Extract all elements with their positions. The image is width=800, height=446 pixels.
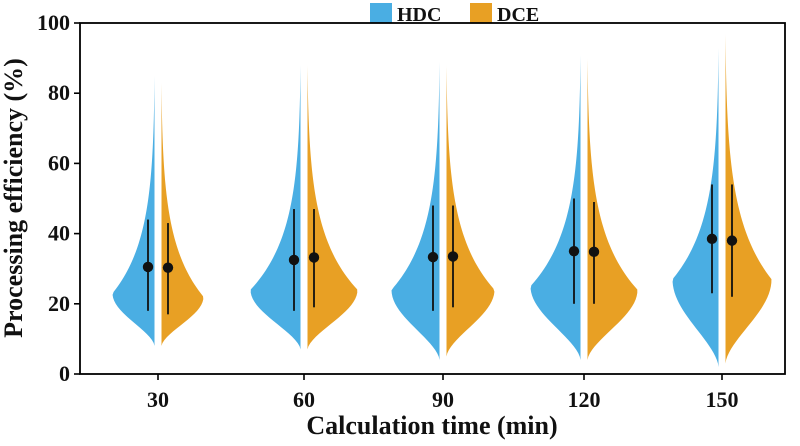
x-axis: 30 60 90 120 150 — [147, 374, 739, 412]
violin-dce-120 — [587, 58, 638, 360]
y-tick-label: 0 — [59, 361, 70, 386]
legend-label-hdc: HDC — [397, 4, 441, 26]
mean-point-dce-60 — [308, 252, 320, 263]
x-tick-label: 90 — [432, 387, 454, 412]
y-tick-label: 100 — [37, 10, 70, 35]
legend: HDC DCE — [370, 3, 539, 26]
mean-point-dce-90 — [447, 251, 459, 262]
violin-dce-90 — [446, 65, 495, 357]
mean-point-hdc-30 — [142, 261, 154, 273]
y-tick-label: 80 — [48, 80, 70, 105]
violin-dce-60 — [307, 65, 358, 350]
x-tick-label: 120 — [568, 387, 601, 412]
x-axis-title: Calculation time (min) — [306, 411, 557, 440]
violin-hdc-120 — [530, 54, 581, 360]
x-tick-label: 30 — [147, 387, 169, 412]
violin-hdc-60 — [250, 65, 301, 350]
legend-swatch-hdc — [370, 3, 392, 23]
mean-point-hdc-150 — [706, 233, 718, 245]
violin-hdc-150 — [672, 47, 719, 367]
mean-point-hdc-90 — [427, 251, 439, 263]
y-tick-label: 20 — [48, 291, 70, 316]
violin-hdc-30 — [112, 75, 155, 346]
mean-point-dce-120 — [588, 246, 600, 258]
violin-dce-150 — [725, 33, 772, 364]
violin-hdc-90 — [391, 61, 440, 360]
y-axis: 0 20 40 60 80 100 — [37, 10, 80, 386]
x-tick-label: 60 — [293, 387, 315, 412]
mean-point-dce-30 — [162, 262, 174, 273]
y-axis-title: Processing efficiency (%) — [0, 58, 28, 338]
mean-point-hdc-120 — [568, 245, 580, 257]
mean-point-hdc-60 — [288, 254, 300, 266]
plot-frame — [79, 22, 786, 375]
x-tick-label: 150 — [706, 387, 739, 412]
legend-label-dce: DCE — [497, 4, 539, 26]
mean-point-dce-150 — [726, 235, 738, 246]
violin-dce-30 — [161, 82, 204, 346]
legend-swatch-dce — [470, 3, 492, 23]
y-tick-label: 60 — [48, 150, 70, 175]
y-tick-label: 40 — [48, 221, 70, 246]
